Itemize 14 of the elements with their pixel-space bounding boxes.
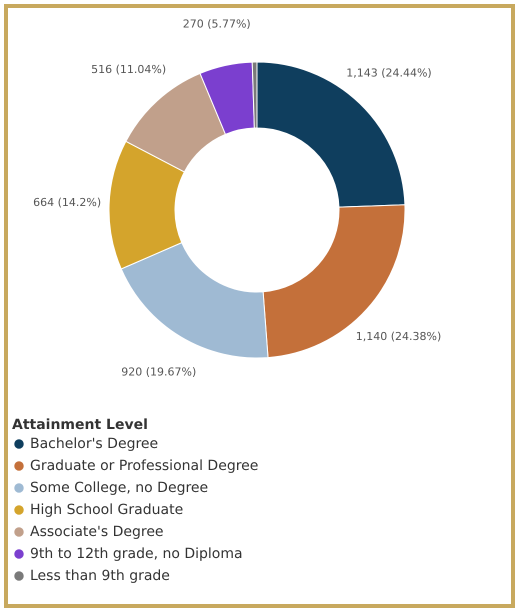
legend-label: Some College, no Degree: [30, 480, 208, 496]
legend-label: Graduate or Professional Degree: [30, 458, 258, 474]
data-label: 920 (19.67%): [121, 366, 196, 379]
data-label: 1,140 (24.38%): [356, 330, 442, 343]
legend-label: Bachelor's Degree: [30, 436, 158, 452]
legend-label: 9th to 12th grade, no Diploma: [30, 546, 243, 562]
data-label: 270 (5.77%): [182, 17, 251, 30]
legend-label: High School Graduate: [30, 502, 184, 518]
legend-label: Associate's Degree: [30, 524, 164, 540]
legend-label: Less than 9th grade: [30, 568, 170, 584]
legend-title: Attainment Level: [12, 417, 148, 433]
data-label: 516 (11.04%): [91, 62, 166, 76]
data-label: 1,143 (24.44%): [346, 66, 432, 80]
data-label: 664 (14.2%): [33, 196, 102, 210]
